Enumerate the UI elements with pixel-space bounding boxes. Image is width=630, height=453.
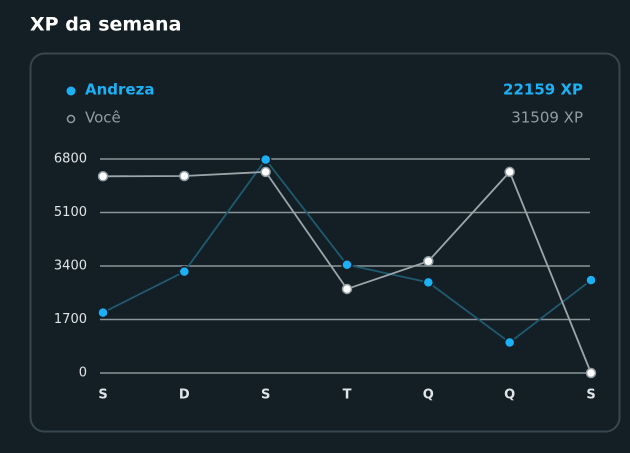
data-point [503,336,516,349]
x-tick-label: S [586,388,595,403]
data-point [259,153,272,166]
x-tick-label: Q [423,388,434,403]
data-point [585,367,597,379]
series-line [102,158,592,344]
data-point [97,171,109,182]
data-point [179,170,190,182]
chart-title: XP da semana [30,14,181,36]
legend-label: Você [85,109,121,127]
data-point [341,283,353,295]
x-tick-label: S [261,388,270,403]
y-tick-label: 6800 [54,152,87,167]
x-tick-label: T [343,388,352,403]
data-point [423,256,434,267]
data-point [422,276,435,289]
y-tick-label: 1700 [54,312,87,327]
x-tick-label: S [98,388,107,403]
legend-marker [66,114,76,124]
series-line [102,170,592,374]
card [29,52,621,433]
y-tick-label: 3400 [54,259,87,274]
data-point [97,306,109,319]
legend-label: Andreza [85,81,154,99]
data-point [178,265,191,278]
y-tick-label: 0 [79,366,87,381]
y-tick-label: 5100 [54,205,87,220]
legend-total: 31509 XP [511,109,583,127]
data-point [341,258,353,271]
data-point [260,166,271,178]
data-point [585,274,597,286]
data-point [504,166,515,178]
x-tick-label: D [179,388,190,403]
x-tick-label: Q [504,388,515,403]
legend-total: 22159 XP [503,81,583,99]
legend-marker [66,86,76,96]
